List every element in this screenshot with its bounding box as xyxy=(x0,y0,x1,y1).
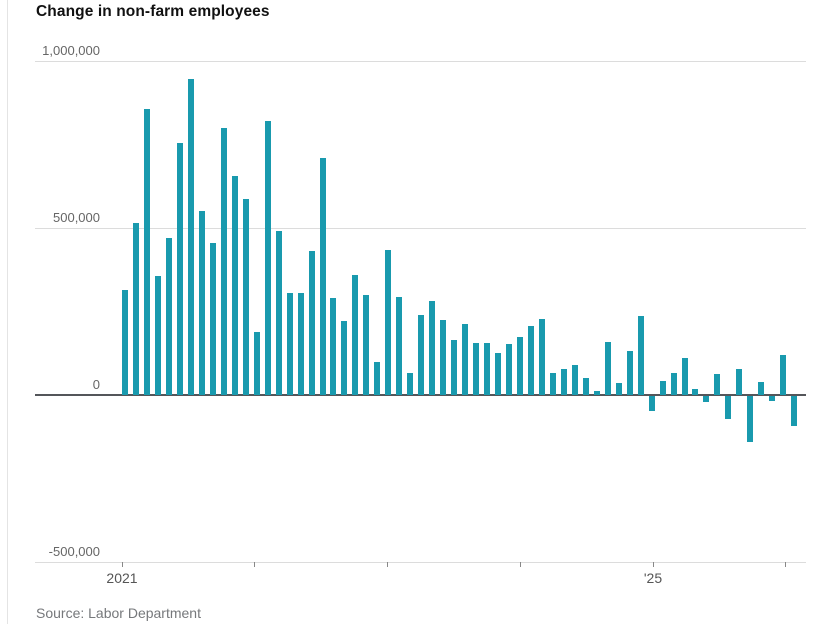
bar[interactable] xyxy=(780,354,787,395)
gridline-1000000 xyxy=(35,60,806,62)
bar[interactable] xyxy=(516,336,523,395)
bar[interactable] xyxy=(176,142,183,395)
bar[interactable] xyxy=(374,361,381,395)
bar[interactable] xyxy=(670,373,677,395)
bar[interactable] xyxy=(165,237,172,395)
zero-axis-line xyxy=(35,394,806,396)
bar[interactable] xyxy=(692,389,699,395)
bar[interactable] xyxy=(133,222,139,395)
bar[interactable] xyxy=(341,321,348,395)
bar[interactable] xyxy=(418,314,425,395)
bar[interactable] xyxy=(330,298,337,395)
gridline-500000 xyxy=(35,227,806,229)
bar[interactable] xyxy=(319,157,326,395)
bar[interactable] xyxy=(429,301,436,395)
source-note: Source: Labor Department xyxy=(36,605,201,621)
bar[interactable] xyxy=(527,325,534,395)
bar[interactable] xyxy=(187,79,194,395)
bar[interactable] xyxy=(209,242,216,395)
bar[interactable] xyxy=(198,211,205,395)
bar[interactable] xyxy=(791,396,798,427)
bar[interactable] xyxy=(396,297,403,395)
x-axis-tick xyxy=(520,562,521,567)
bar[interactable] xyxy=(549,373,556,395)
bar[interactable] xyxy=(297,293,304,395)
bar[interactable] xyxy=(264,120,271,395)
x-axis-tick xyxy=(254,562,255,567)
bar[interactable] xyxy=(582,377,589,395)
x-axis-tick xyxy=(122,562,123,567)
y-axis-label: 500,000 xyxy=(53,209,100,225)
bar[interactable] xyxy=(352,274,359,395)
bar[interactable] xyxy=(659,381,666,395)
bar[interactable] xyxy=(308,251,315,395)
bar[interactable] xyxy=(495,352,501,395)
y-axis-label: -500,000 xyxy=(48,544,100,560)
bar[interactable] xyxy=(758,381,765,395)
bar[interactable] xyxy=(604,342,611,395)
bar[interactable] xyxy=(231,176,238,395)
x-axis-label: 2021 xyxy=(106,570,138,586)
bar[interactable] xyxy=(451,339,458,395)
bar[interactable] xyxy=(484,342,490,395)
bar[interactable] xyxy=(253,331,260,395)
bar[interactable] xyxy=(538,319,545,395)
bar[interactable] xyxy=(122,289,128,395)
bar[interactable] xyxy=(143,109,150,395)
bar[interactable] xyxy=(286,293,293,395)
bar[interactable] xyxy=(462,324,469,395)
bar[interactable] xyxy=(736,368,743,395)
bar[interactable] xyxy=(506,344,512,395)
page-left-border xyxy=(7,0,8,624)
bar[interactable] xyxy=(154,276,161,395)
bar[interactable] xyxy=(385,249,392,395)
bar[interactable] xyxy=(747,396,754,443)
x-axis-tick xyxy=(653,562,654,567)
bar[interactable] xyxy=(714,373,721,395)
gridline--500000 xyxy=(35,562,806,564)
bar[interactable] xyxy=(473,342,479,395)
y-axis-label: 0 xyxy=(92,377,100,392)
bar[interactable] xyxy=(615,383,622,395)
x-axis-tick xyxy=(387,562,388,567)
bar[interactable] xyxy=(363,294,370,395)
bar[interactable] xyxy=(242,199,249,395)
bar[interactable] xyxy=(725,396,732,419)
bar[interactable] xyxy=(560,369,567,395)
bar[interactable] xyxy=(648,396,655,411)
bar[interactable] xyxy=(220,127,227,395)
x-axis-label: '25 xyxy=(643,570,663,586)
bar[interactable] xyxy=(440,319,447,395)
bar[interactable] xyxy=(275,231,282,395)
bar[interactable] xyxy=(571,364,578,395)
bar[interactable] xyxy=(637,315,644,395)
bar[interactable] xyxy=(703,396,710,402)
x-axis-tick xyxy=(785,562,786,567)
y-axis-label: 1,000,000 xyxy=(42,42,100,58)
chart-title: Change in non-farm employees xyxy=(36,3,270,20)
bar[interactable] xyxy=(407,372,414,395)
bar[interactable] xyxy=(681,358,688,395)
bar[interactable] xyxy=(626,350,633,395)
bar[interactable] xyxy=(593,391,600,395)
bar[interactable] xyxy=(769,396,776,401)
